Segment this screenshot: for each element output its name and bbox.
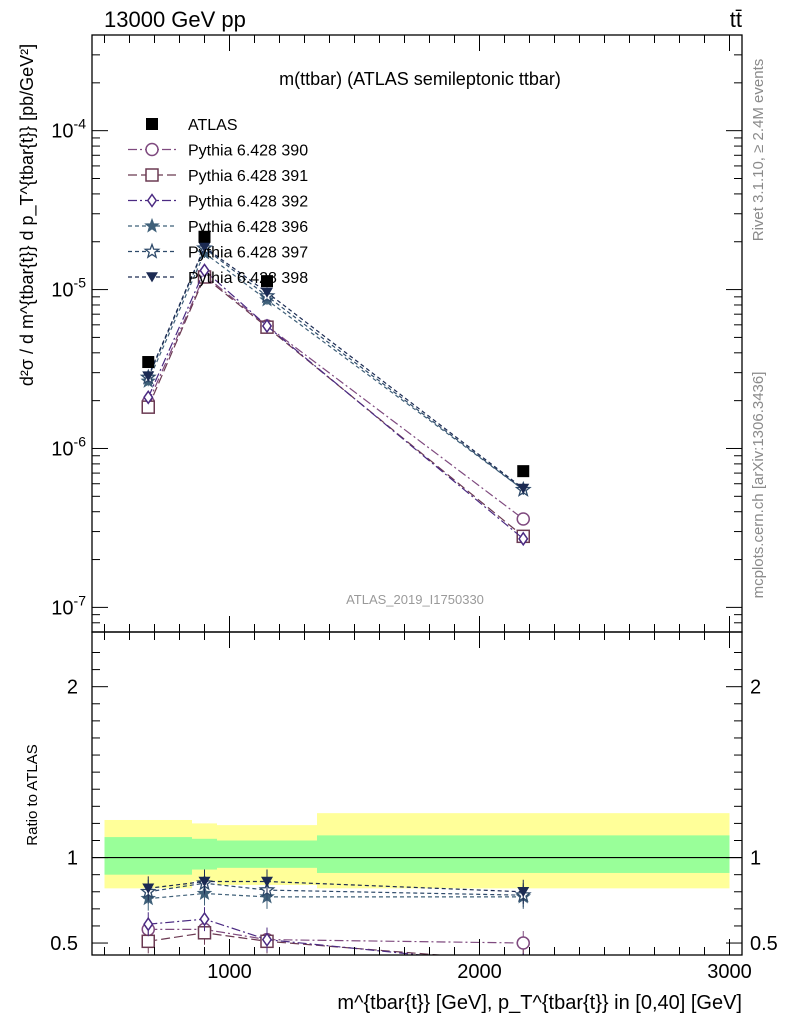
ratio-y-label-left-1: 1 <box>67 848 78 870</box>
data-point-s398-2 <box>261 287 273 298</box>
x-axis-label: m^{tbar{t}} [GeV], p_T^{tbar{t}} in [0,4… <box>337 992 742 1014</box>
ratio-line-s398 <box>148 880 524 893</box>
ratio-panel-data <box>139 869 532 971</box>
legend-label-2: Pythia 6.428 391 <box>188 168 308 185</box>
ratio-y-label-right-2: 2 <box>750 677 761 699</box>
ratio-line-s391 <box>148 932 446 955</box>
data-point-s392-2 <box>261 318 273 334</box>
series-line-s392 <box>147 269 524 540</box>
ratio-point-s392-2 <box>261 932 273 947</box>
ratio-point-s398-1 <box>198 876 211 887</box>
ratio-frame <box>91 631 743 956</box>
ratio-y-axis-label: Ratio to ATLAS <box>24 744 41 845</box>
ratio-point-s392-1 <box>199 911 210 927</box>
ratio-line-s390 <box>148 928 524 944</box>
legend-marker-s397 <box>143 242 161 259</box>
ratio-point-s391-3 <box>517 956 529 968</box>
ratio-point-s391-0 <box>141 934 155 949</box>
ratio-y-label-left-0.5: 0.5 <box>50 933 78 955</box>
y-tick-label-3: 10-4 <box>51 116 86 143</box>
ratio-line-s392 <box>148 918 427 955</box>
legend: ATLAS Pythia 6.428 390 Pythia 6.428 391 Pyt… <box>128 117 308 287</box>
green-band-bin-2 <box>217 840 317 868</box>
data-point-s398-0 <box>142 371 155 382</box>
ratio-y-label-right-0.5: 0.5 <box>750 933 778 955</box>
series-line-s390 <box>147 274 524 520</box>
series-line-s397 <box>147 247 524 491</box>
data-point-s392-3 <box>518 531 529 547</box>
green-band-bin-3 <box>317 835 730 873</box>
atlas-data-point-2 <box>261 275 273 288</box>
legend-marker-s390 <box>145 142 159 157</box>
data-point-s392-1 <box>199 263 210 278</box>
ratio-point-s392-3 <box>519 959 527 971</box>
analysis-watermark: ATLAS_2019_I1750330 <box>346 592 484 607</box>
y-tick-label-0: 10-7 <box>51 592 86 619</box>
main-panel-data <box>139 230 532 547</box>
data-point-s392-0 <box>143 389 154 405</box>
legend-marker-s392 <box>146 193 158 208</box>
atlas-data-point-0 <box>142 356 155 369</box>
data-point-s398-3 <box>517 483 530 494</box>
series-line-s391 <box>147 276 524 537</box>
legend-label-4: Pythia 6.428 396 <box>188 219 308 236</box>
ratio-line-s397 <box>148 882 524 896</box>
legend-label-0: ATLAS <box>188 117 238 134</box>
ratio-line-s396 <box>148 892 524 900</box>
ratio-point-s392-0 <box>143 916 154 932</box>
rivet-label: Rivet 3.1.10, ≥ 2.4M events <box>750 59 767 242</box>
atlas-data-point-3 <box>517 465 530 478</box>
y-tick-label-2: 10-5 <box>51 275 86 302</box>
atlas-data-point-1 <box>198 230 211 243</box>
legend-label-5: Pythia 6.428 397 <box>188 245 308 262</box>
legend-label-6: Pythia 6.428 398 <box>188 270 308 287</box>
legend-label-3: Pythia 6.428 392 <box>188 194 308 211</box>
ratio-point-s390-3 <box>516 936 530 950</box>
ratio-uncertainty-bands <box>92 813 742 889</box>
series-line-s396 <box>147 252 524 491</box>
legend-marker-atlas <box>146 118 158 130</box>
ratio-y-label-right-1: 1 <box>750 848 761 870</box>
data-point-s390-3 <box>516 512 530 526</box>
legend-marker-s396 <box>144 217 160 233</box>
ratio-point-s398-0 <box>142 883 155 894</box>
plot-title: m(ttbar) (ATLAS semileptonic ttbar) <box>279 69 561 89</box>
ratio-y-label-left-2: 2 <box>67 677 78 699</box>
y-tick-label-1: 10-6 <box>51 433 86 460</box>
source-label: mcplots.cern.ch [arXiv:1306.3436] <box>750 372 767 599</box>
green-band-bin-0 <box>104 837 192 875</box>
legend-marker-s391 <box>145 168 159 182</box>
ratio-point-s398-3 <box>517 886 530 898</box>
x-tick-label-1000: 1000 <box>207 961 252 983</box>
green-band-bin-1 <box>192 838 217 870</box>
collision-label: 13000 GeV pp <box>104 7 246 32</box>
axes: 1000 2000 3000 10-7 10-6 10-5 10-4 0.5 0.5 1 1 2 2 <box>50 34 778 983</box>
data-point-s398-1 <box>198 242 211 253</box>
process-label: tt̄ <box>730 7 742 32</box>
legend-marker-s398 <box>146 272 158 283</box>
x-tick-label-3000: 3000 <box>707 961 752 983</box>
legend-label-1: Pythia 6.428 390 <box>188 143 308 160</box>
x-tick-label-2000: 2000 <box>457 961 502 983</box>
series-line-s398 <box>147 246 524 489</box>
upper-y-axis-label: d²σ / d m^{tbar{t}} d p_T^{tbar{t}} [pb/… <box>17 44 38 386</box>
ratio-point-s398-2 <box>261 876 273 887</box>
